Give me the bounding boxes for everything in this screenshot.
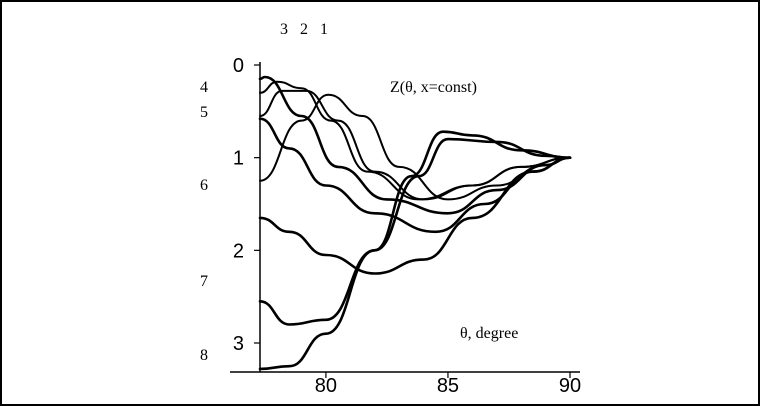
y-tick-label: 1 [233,148,244,170]
curve-1 [259,93,571,201]
x-tick-labels: 80 85 90 [315,375,581,397]
curve-4 [258,75,572,215]
x-tick-label: 90 [559,375,581,397]
curves-group [258,75,572,371]
x-axis-label: θ, degree [460,325,518,342]
curve-label-left: 5 [200,104,208,121]
y-tick-labels: 0 1 2 3 [233,55,244,355]
curve-label-left: 4 [200,79,208,96]
curve-label-left: 7 [200,273,208,290]
x-tick-label: 85 [437,375,459,397]
curve-label-left: 8 [200,347,208,364]
curve-label-top: 3 [280,21,288,38]
left-curve-labels: 4 5 6 7 8 [200,79,208,364]
curve-label-top: 1 [320,21,328,38]
annotation-text: Z(θ, x=const) [390,79,477,96]
y-tick-label: 3 [233,333,244,355]
curve-6 [258,156,572,275]
y-tick-label: 2 [233,240,244,262]
curve-label-left: 6 [200,177,208,194]
curve-2 [259,89,571,201]
curve-3 [259,80,571,201]
curve-8 [258,130,572,371]
x-tick-label: 80 [315,375,337,397]
y-tick-label: 0 [233,55,244,77]
ticks-group [254,64,571,378]
curve-label-top: 2 [300,21,308,38]
